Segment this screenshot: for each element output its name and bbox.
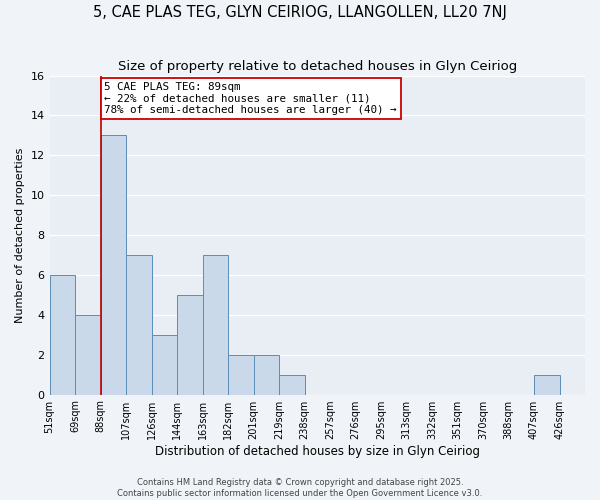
Text: Contains HM Land Registry data © Crown copyright and database right 2025.
Contai: Contains HM Land Registry data © Crown c… (118, 478, 482, 498)
Bar (534, 374, 560, 394)
Bar (228, 354, 254, 395)
Bar (50, 275, 75, 394)
Title: Size of property relative to detached houses in Glyn Ceiriog: Size of property relative to detached ho… (118, 60, 517, 73)
Bar (126, 255, 152, 394)
Text: 5 CAE PLAS TEG: 89sqm
← 22% of detached houses are smaller (11)
78% of semi-deta: 5 CAE PLAS TEG: 89sqm ← 22% of detached … (104, 82, 397, 114)
Y-axis label: Number of detached properties: Number of detached properties (15, 148, 25, 323)
Bar (101, 136, 126, 394)
X-axis label: Distribution of detached houses by size in Glyn Ceiriog: Distribution of detached houses by size … (155, 444, 480, 458)
Bar (254, 354, 279, 395)
Text: 5, CAE PLAS TEG, GLYN CEIRIOG, LLANGOLLEN, LL20 7NJ: 5, CAE PLAS TEG, GLYN CEIRIOG, LLANGOLLE… (93, 5, 507, 20)
Bar (177, 295, 203, 394)
Bar (75, 315, 101, 394)
Bar (152, 335, 177, 394)
Bar (203, 255, 228, 394)
Bar (279, 374, 305, 394)
